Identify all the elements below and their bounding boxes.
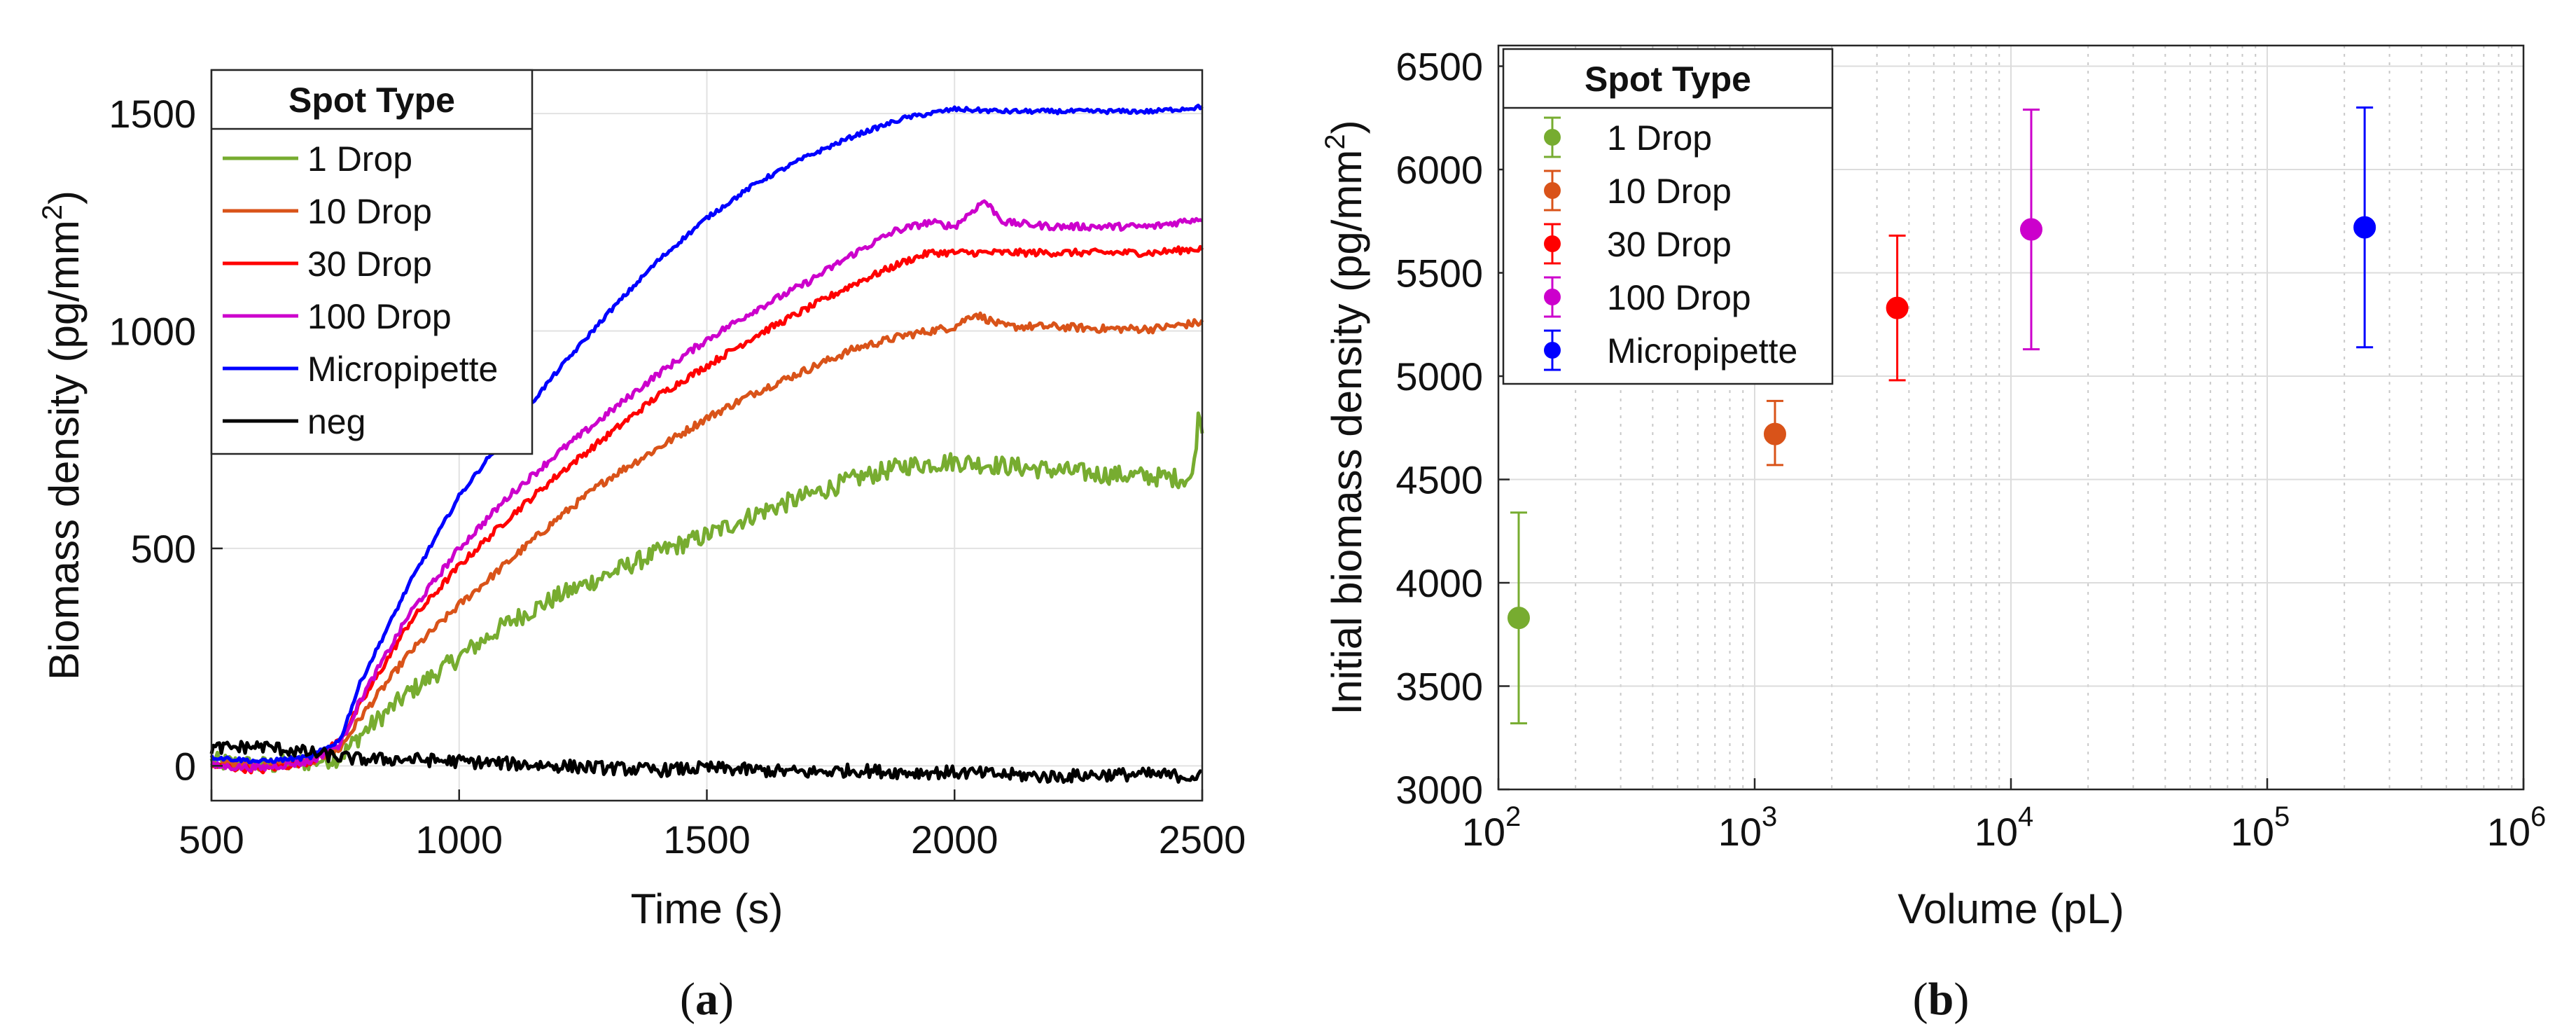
legend-entry-label: 10 Drop (307, 192, 432, 231)
series-line-30-drop (211, 244, 1204, 775)
x-tick-exponent: 4 (2018, 801, 2033, 832)
x-axis-label: Volume (pL) (1898, 885, 2124, 932)
legend-entry-label: 100 Drop (307, 297, 452, 336)
legend-entry-label: 30 Drop (1607, 225, 1732, 264)
legend-title: Spot Type (1585, 60, 1751, 99)
x-tick-label: 104 (1975, 801, 2034, 854)
legend-entry-label: 1 Drop (1607, 118, 1712, 158)
y-tick-label: 4000 (1395, 561, 1483, 605)
panel-a-chart: 500 1000 1500 2000 2500 0 500 1000 1500 Time (s) B… (37, 69, 1246, 1025)
legend-entry-label: Micropipette (1607, 331, 1797, 371)
panel-b-chart: 102 103 104 105 1063000350040004500500055006… (1320, 45, 2546, 1025)
data-point-30-drop (1886, 296, 1909, 319)
y-tick-label: 1500 (109, 92, 196, 136)
x-tick-label: 2000 (911, 817, 998, 862)
y-axis-label: Initial biomass density (pg/mm2) (1320, 120, 1370, 714)
x-tick-label: 103 (1718, 801, 1778, 854)
y-tick-label: 6500 (1395, 45, 1483, 89)
x-tick-label: 102 (1462, 801, 1522, 854)
x-axis-label: Time (s) (631, 885, 784, 932)
x-tick-exponent: 5 (2274, 801, 2290, 832)
panel-caption: (b) (1913, 974, 1970, 1025)
legend-entry-label: 100 Drop (1607, 278, 1751, 317)
legend-swatch-marker (1544, 129, 1561, 146)
x-tick-base: 10 (1462, 810, 1505, 854)
y-tick-label: 5500 (1395, 251, 1483, 296)
x-tick-exponent: 3 (1762, 801, 1777, 832)
legend-entry-label: 30 Drop (307, 244, 432, 284)
x-tick-exponent: 6 (2530, 801, 2546, 832)
x-tick-base: 10 (1718, 810, 1762, 854)
x-tick-label: 106 (2487, 801, 2547, 854)
y-tick-label: 500 (131, 527, 196, 571)
legend-box (1502, 48, 1834, 385)
x-tick-label: 500 (179, 817, 244, 862)
x-tick-exponent: 2 (1505, 801, 1521, 832)
caption-close-paren: ) (1954, 974, 1969, 1025)
data-point-100-drop (2019, 218, 2042, 241)
legend-entry-label: neg (307, 402, 365, 441)
y-tick-label: 4500 (1395, 458, 1483, 502)
legend: Spot Type 1 Drop 10 Drop 30 Drop 100 Drop Mic… (210, 69, 534, 455)
data-point-micropipette (2353, 216, 2376, 239)
y-axis-label-superscript: 2 (37, 205, 68, 220)
y-axis-label-superscript: 2 (1320, 134, 1351, 149)
legend-swatch-marker (1544, 235, 1561, 252)
y-tick-label: 6000 (1395, 148, 1483, 192)
caption-open-paren: ( (680, 974, 695, 1025)
legend-swatch-marker (1544, 289, 1561, 305)
x-tick-label: 1000 (415, 817, 503, 862)
x-tick-base: 10 (2231, 810, 2274, 854)
series-line-neg (209, 740, 1203, 785)
data-point-10-drop (1763, 422, 1786, 446)
legend-entry-label: 10 Drop (1607, 172, 1732, 211)
caption-open-paren: ( (1913, 974, 1928, 1025)
data-point-1-drop (1507, 607, 1530, 630)
caption-letter: b (1928, 974, 1954, 1025)
legend-swatch-marker (1544, 182, 1561, 199)
y-tick-label: 1000 (109, 310, 196, 354)
caption-close-paren: ) (718, 974, 734, 1025)
panel-caption: (a) (680, 974, 734, 1025)
x-tick-label: 1500 (663, 817, 751, 862)
y-axis-label-end: ) (1323, 120, 1370, 134)
y-tick-label: 3500 (1395, 665, 1483, 709)
series-line-10-drop (210, 311, 1204, 771)
series-line-micropipette (209, 104, 1204, 764)
legend-swatch-marker (1544, 342, 1561, 359)
legend-entry-label: Micropipette (307, 350, 498, 389)
y-tick-label: 0 (174, 744, 196, 788)
legend: Spot Type 1 Drop 10 Drop 30 Drop 100 Drop Mic… (1502, 48, 1834, 385)
caption-letter: a (695, 974, 718, 1025)
y-axis-label-main: Biomass density (pg/mm (41, 220, 88, 680)
series-line-100-drop (209, 199, 1203, 773)
y-tick-label: 5000 (1395, 354, 1483, 399)
legend-entry-label: 1 Drop (307, 139, 412, 179)
y-tick-label: 3000 (1395, 768, 1483, 812)
series-line-1-drop (209, 411, 1204, 775)
x-tick-base: 10 (1975, 810, 2018, 854)
x-tick-label: 105 (2231, 801, 2290, 854)
legend-title: Spot Type (288, 81, 455, 120)
y-axis-label: Biomass density (pg/mm2) (37, 191, 88, 680)
x-tick-base: 10 (2487, 810, 2530, 854)
y-axis-label-end: ) (41, 191, 88, 205)
y-axis-label-main: Initial biomass density (pg/mm (1323, 150, 1370, 715)
x-tick-label: 2500 (1159, 817, 1246, 862)
